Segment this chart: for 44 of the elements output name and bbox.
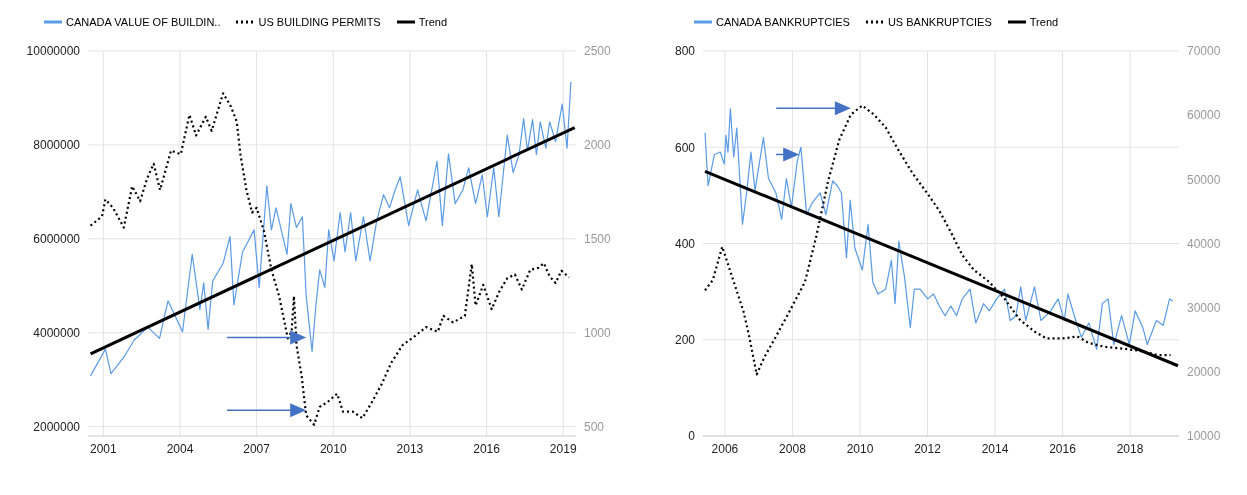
y2-tick-label: 70000 — [1187, 44, 1221, 59]
y2-tick-label: 500 — [584, 419, 605, 434]
y-tick-label: 10000000 — [26, 44, 81, 59]
legend-label: US BUILDING PERMITS — [258, 16, 381, 28]
line-series — [89, 81, 572, 377]
y2-tick-label: 1500 — [584, 232, 612, 247]
y2-tick-label: 30000 — [1187, 300, 1221, 315]
y-tick-label: 8000000 — [33, 138, 81, 153]
x-tick-label: 2006 — [711, 441, 739, 456]
legend-label: Trend — [418, 16, 448, 28]
y-tick-label: 4000000 — [33, 325, 81, 340]
line-series — [89, 92, 571, 426]
y-tick-label: 400 — [674, 236, 696, 251]
y-tick-label: 800 — [674, 44, 696, 59]
y-tick-label: 200 — [674, 333, 696, 348]
y-tick-label: 600 — [674, 140, 696, 155]
y-tick-label: 2000000 — [33, 419, 81, 434]
x-tick-label: 2012 — [914, 441, 942, 456]
y-tick-label: 6000000 — [33, 232, 81, 247]
x-tick-label: 2014 — [981, 441, 1009, 456]
y2-tick-label: 50000 — [1187, 172, 1221, 187]
x-tick-label: 2018 — [1116, 441, 1144, 456]
y2-tick-label: 1000 — [584, 325, 612, 340]
x-tick-label: 2010 — [319, 441, 347, 456]
x-tick-label: 2007 — [243, 441, 271, 456]
x-tick-label: 2013 — [396, 441, 424, 456]
legend-label: Trend — [1029, 16, 1059, 28]
legend-label: CANADA BANKRUPTCIES — [716, 16, 850, 28]
legend-label: US BANKRUPTCIES — [887, 16, 992, 28]
x-tick-label: 2010 — [846, 441, 874, 456]
x-tick-label: 2004 — [166, 441, 194, 456]
y2-tick-label: 20000 — [1187, 365, 1221, 380]
y2-tick-label: 2000 — [584, 138, 612, 153]
y2-tick-label: 60000 — [1187, 108, 1221, 123]
x-tick-label: 2001 — [89, 441, 117, 456]
x-tick-label: 2016 — [1049, 441, 1077, 456]
x-tick-label: 2008 — [779, 441, 807, 456]
y-tick-label: 0 — [688, 429, 696, 444]
y2-tick-label: 40000 — [1187, 236, 1221, 251]
legend-label: CANADA VALUE OF BUILDIN.. — [66, 16, 221, 28]
x-tick-label: 2019 — [549, 441, 577, 456]
y2-tick-label: 2500 — [584, 44, 612, 59]
y2-tick-label: 10000 — [1187, 429, 1221, 444]
x-tick-label: 2016 — [473, 441, 501, 456]
